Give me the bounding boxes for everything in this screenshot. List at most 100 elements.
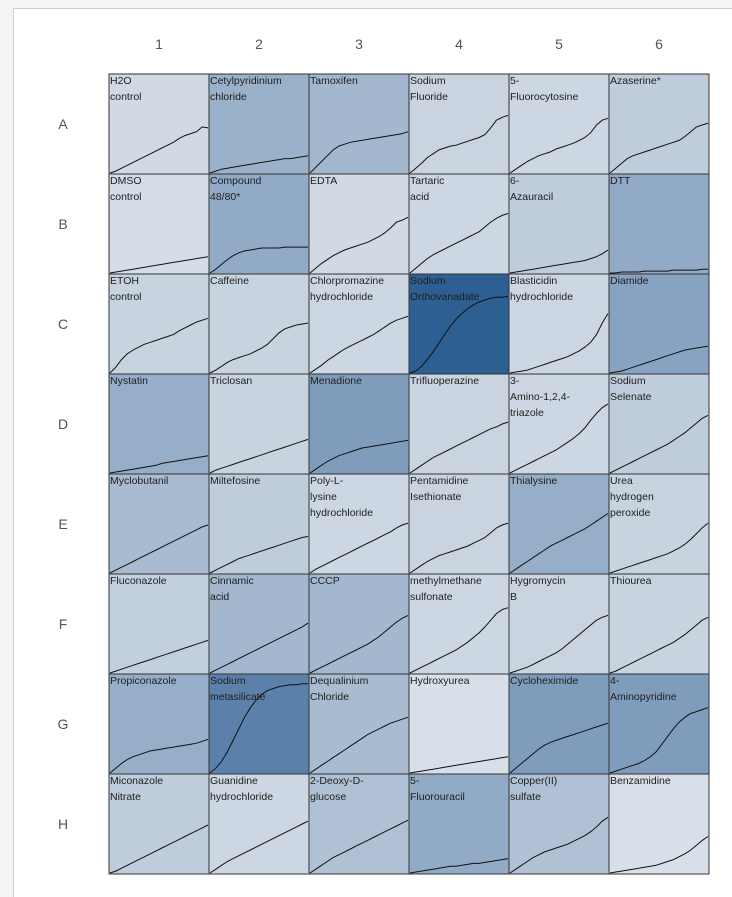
compound-label-line: triazole bbox=[510, 407, 544, 419]
growth-curve bbox=[309, 614, 409, 674]
compound-label-line: Isethionate bbox=[410, 491, 462, 503]
compound-label-line: Azaserine* bbox=[610, 75, 661, 87]
well-D2: Triclosan bbox=[208, 373, 310, 475]
compound-label-line: Pentamidine bbox=[410, 475, 469, 487]
well-A1: H2O control bbox=[108, 73, 210, 175]
compound-label: Nystatin bbox=[110, 375, 148, 387]
growth-curve bbox=[309, 716, 409, 774]
compound-label: Sodium Orthovanadate bbox=[410, 275, 480, 303]
compound-label-line: hydrochloride bbox=[310, 291, 373, 303]
compound-label-line: Chloride bbox=[310, 691, 349, 703]
compound-label-line: control bbox=[110, 291, 142, 303]
compound-label: Urea hydrogen peroxide bbox=[610, 475, 654, 519]
well-background bbox=[308, 273, 410, 375]
compound-label-line: hydrochloride bbox=[210, 791, 273, 803]
compound-label-line: Trifluoperazine bbox=[410, 375, 479, 387]
compound-label-line: H2O bbox=[110, 75, 132, 87]
growth-curve bbox=[609, 616, 709, 674]
row-label-B: B bbox=[58, 216, 67, 232]
well-B5: 6- Azauracil bbox=[508, 173, 610, 275]
growth-curve bbox=[509, 117, 609, 174]
compound-label: Cetylpyridinium chloride bbox=[210, 75, 282, 103]
compound-label: Sodium metasilicate bbox=[210, 675, 266, 703]
well-background bbox=[108, 273, 210, 375]
well-background bbox=[208, 473, 310, 575]
well-background bbox=[408, 173, 510, 275]
compound-label-line: control bbox=[110, 91, 142, 103]
well-background bbox=[108, 173, 210, 275]
compound-label-line: Sodium bbox=[210, 675, 246, 687]
growth-curve bbox=[309, 216, 409, 274]
well-F1: Fluconazole bbox=[108, 573, 210, 675]
well-C3: Chlorpromazine hydrochloride bbox=[308, 273, 410, 375]
compound-label: Hydroxyurea bbox=[410, 675, 470, 687]
well-background bbox=[208, 273, 310, 375]
growth-curve bbox=[309, 522, 409, 574]
compound-label-line: Nitrate bbox=[110, 791, 141, 803]
compound-label-line: Sodium bbox=[410, 275, 446, 287]
well-background bbox=[208, 773, 310, 875]
compound-label-line: Fluorocytosine bbox=[510, 91, 578, 103]
compound-label: EDTA bbox=[310, 175, 337, 187]
growth-curve bbox=[409, 421, 509, 474]
well-background bbox=[108, 773, 210, 875]
compound-label-line: lysine bbox=[310, 491, 337, 503]
compound-label-line: hydrochloride bbox=[310, 507, 373, 519]
compound-label: 5- Fluorocytosine bbox=[510, 75, 578, 103]
compound-label-line: Sodium bbox=[610, 375, 646, 387]
well-F5: Hygromycin B bbox=[508, 573, 610, 675]
well-background bbox=[308, 473, 410, 575]
growth-curve bbox=[509, 313, 609, 374]
compound-label-line: Triclosan bbox=[210, 375, 252, 387]
compound-label-line: 48/80* bbox=[210, 191, 240, 203]
compound-label-line: Fluorouracil bbox=[410, 791, 465, 803]
compound-label-line: control bbox=[110, 191, 142, 203]
well-background bbox=[308, 373, 410, 475]
compound-label-line: 5- bbox=[410, 775, 420, 787]
compound-label-line: Copper(II) bbox=[510, 775, 557, 787]
row-label-C: C bbox=[58, 316, 68, 332]
well-background bbox=[608, 773, 710, 875]
compound-label-line: ETOH bbox=[110, 275, 139, 287]
compound-label-line: Sodium bbox=[410, 75, 446, 87]
well-background bbox=[608, 573, 710, 675]
growth-curve bbox=[209, 820, 309, 874]
well-B6: DTT bbox=[608, 173, 710, 275]
compound-label: methylmethane sulfonate bbox=[410, 575, 482, 603]
compound-label: Thiourea bbox=[610, 575, 652, 587]
compound-label-line: Aminopyridine bbox=[610, 691, 677, 703]
well-A6: Azaserine* bbox=[608, 73, 710, 175]
growth-curve bbox=[109, 455, 209, 474]
well-background bbox=[508, 73, 610, 175]
compound-label-line: Cetylpyridinium bbox=[210, 75, 282, 87]
compound-label-line: 4- bbox=[610, 675, 620, 687]
compound-label-line: CCCP bbox=[310, 575, 340, 587]
well-D3: Menadione bbox=[308, 373, 410, 475]
well-background bbox=[608, 673, 710, 775]
well-G3: Dequalinium Chloride bbox=[308, 673, 410, 775]
growth-curve bbox=[209, 438, 309, 474]
compound-label: Propiconazole bbox=[110, 675, 177, 687]
growth-curve bbox=[309, 315, 409, 374]
well-B4: Tartaric acid bbox=[408, 173, 510, 275]
growth-curve bbox=[309, 439, 409, 474]
compound-label-line: sulfate bbox=[510, 791, 541, 803]
compound-label: Triclosan bbox=[210, 375, 252, 387]
compound-label: Trifluoperazine bbox=[410, 375, 479, 387]
compound-label: DTT bbox=[610, 175, 631, 187]
well-G6: 4- Aminopyridine bbox=[608, 673, 710, 775]
well-C1: ETOH control bbox=[108, 273, 210, 375]
compound-label-line: Thialysine bbox=[510, 475, 557, 487]
growth-curve bbox=[609, 836, 709, 874]
well-A3: Tamoxifen bbox=[308, 73, 410, 175]
well-B3: EDTA bbox=[308, 173, 410, 275]
compound-label-line: metasilicate bbox=[210, 691, 266, 703]
compound-label: CCCP bbox=[310, 575, 340, 587]
well-background bbox=[508, 673, 610, 775]
well-background bbox=[108, 473, 210, 575]
growth-curve bbox=[209, 622, 309, 674]
column-label-6: 6 bbox=[655, 36, 663, 52]
growth-curve bbox=[409, 213, 509, 274]
growth-curve bbox=[509, 249, 609, 274]
column-label-1: 1 bbox=[155, 36, 163, 52]
